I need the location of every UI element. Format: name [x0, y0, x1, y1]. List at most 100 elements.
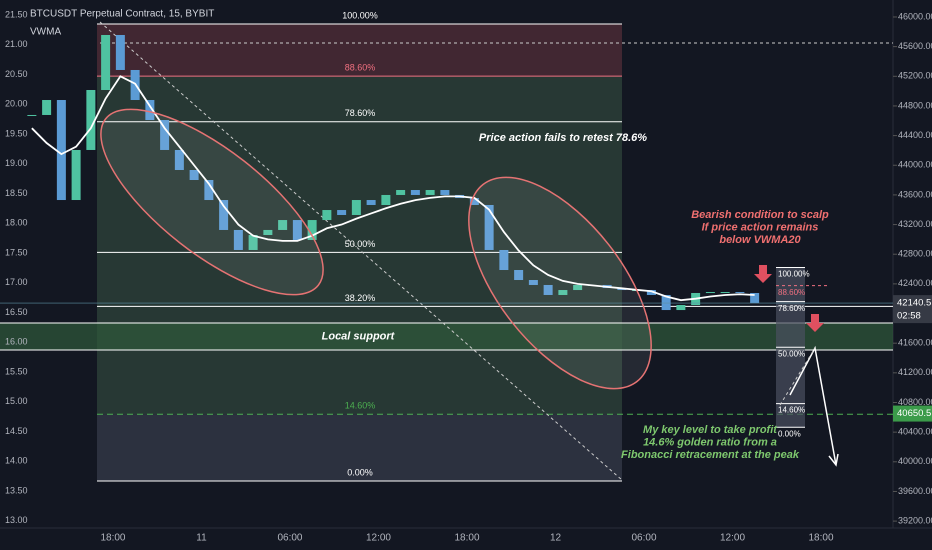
y2-tick-label: 21.50 — [5, 9, 28, 19]
x-tick-label: 12:00 — [366, 533, 391, 544]
candle — [307, 220, 317, 240]
y2-tick-label: 14.50 — [5, 426, 28, 436]
fib-zone — [97, 76, 622, 415]
fib-small-label: 50.00% — [778, 349, 805, 358]
countdown: 02:58 — [897, 311, 921, 322]
candle — [720, 292, 730, 294]
target-box — [893, 405, 932, 422]
candle — [27, 114, 37, 116]
projection-dashed — [779, 347, 816, 406]
fib-zone — [97, 414, 622, 481]
y2-tick-label: 21.00 — [5, 39, 28, 49]
y2-tick-label: 20.00 — [5, 99, 28, 109]
indicator-label: VWMA — [30, 27, 61, 38]
highlight-ellipse — [100, 108, 324, 296]
candle — [425, 190, 435, 195]
y-tick-label: 41600.00 — [898, 338, 932, 348]
candle — [71, 149, 81, 201]
candle — [292, 220, 302, 240]
candle — [248, 235, 258, 250]
annotation: My key level to take profit — [643, 424, 778, 436]
candle — [322, 210, 332, 221]
candle — [337, 210, 347, 215]
y2-tick-label: 17.00 — [5, 277, 28, 287]
x-tick-label: 18:00 — [100, 533, 125, 544]
y-tick-label: 44400.00 — [898, 130, 932, 140]
fib-zone — [97, 23, 622, 77]
y2-tick-label: 16.50 — [5, 307, 28, 317]
annotation: 14.6% golden ratio from a — [643, 436, 777, 448]
y-tick-label: 40800.00 — [898, 397, 932, 407]
target-price: 40650.5 — [897, 408, 931, 419]
y-tick-label: 43600.00 — [898, 189, 932, 199]
annotation: Bearish condition to scalp — [691, 209, 829, 221]
price-box — [893, 295, 932, 324]
candle — [469, 198, 479, 205]
candle — [543, 284, 553, 295]
y-tick-label: 44800.00 — [898, 100, 932, 110]
candle — [705, 292, 715, 294]
y2-tick-label: 19.50 — [5, 128, 28, 138]
fib-label: 14.60% — [345, 401, 376, 411]
candle — [646, 290, 656, 295]
candle — [484, 204, 494, 250]
fib-small-label: 100.00% — [778, 270, 810, 279]
y2-tick-label: 19.00 — [5, 158, 28, 168]
candle — [661, 294, 671, 311]
candle — [86, 90, 96, 150]
x-tick-label: 12:00 — [720, 533, 745, 544]
y2-tick-label: 13.50 — [5, 485, 28, 495]
fib-label: 38.20% — [345, 293, 376, 303]
candle — [115, 34, 125, 70]
diagonal — [99, 21, 623, 481]
y-tick-label: 43200.00 — [898, 219, 932, 229]
candle — [558, 290, 568, 295]
chart-title: BTCUSDT Perpetual Contract, 15, BYBIT — [30, 9, 214, 20]
y2-tick-label: 20.50 — [5, 69, 28, 79]
candle — [278, 220, 288, 230]
candle — [189, 169, 199, 181]
highlight-ellipse — [100, 109, 324, 295]
x-tick-label: 18:00 — [809, 533, 834, 544]
highlight-ellipse — [468, 177, 652, 389]
support-label: Local support — [322, 330, 396, 342]
candle — [351, 200, 361, 215]
candle — [676, 304, 686, 311]
y-tick-label: 46000.00 — [898, 11, 932, 21]
y-tick-label: 41200.00 — [898, 367, 932, 377]
candle — [440, 190, 450, 195]
fib-label: 88.60% — [345, 62, 376, 72]
annotation: If price action remains — [702, 221, 819, 233]
y-tick-label: 45600.00 — [898, 41, 932, 51]
candle — [219, 200, 229, 230]
y-tick-label: 40000.00 — [898, 456, 932, 466]
candle — [56, 100, 66, 201]
x-tick-label: 12 — [550, 533, 562, 544]
y-tick-label: 44000.00 — [898, 160, 932, 170]
candle — [174, 149, 184, 170]
candle — [233, 229, 243, 250]
y2-tick-label: 18.00 — [5, 218, 28, 228]
y-tick-label: 45200.00 — [898, 71, 932, 81]
arrow-down — [806, 314, 824, 332]
x-tick-label: 06:00 — [277, 533, 302, 544]
y2-tick-label: 18.50 — [5, 188, 28, 198]
candle — [410, 190, 420, 195]
y-tick-label: 39200.00 — [898, 515, 932, 525]
candle — [160, 120, 170, 150]
x-tick-label: 11 — [196, 533, 207, 544]
candle — [42, 100, 52, 115]
y2-tick-label: 13.00 — [5, 515, 28, 525]
annotation: below VWMA20 — [719, 234, 801, 246]
arrow-down — [754, 265, 772, 283]
y2-tick-label: 15.50 — [5, 366, 28, 376]
support-zone — [0, 323, 893, 350]
y-tick-label: 40400.00 — [898, 427, 932, 437]
annotation: Fibonacci retracement at the peak — [621, 449, 800, 461]
y-tick-label: 42800.00 — [898, 249, 932, 259]
candle — [101, 34, 111, 91]
fib-label: 78.60% — [345, 108, 376, 118]
y2-tick-label: 15.00 — [5, 396, 28, 406]
candle — [145, 100, 155, 121]
